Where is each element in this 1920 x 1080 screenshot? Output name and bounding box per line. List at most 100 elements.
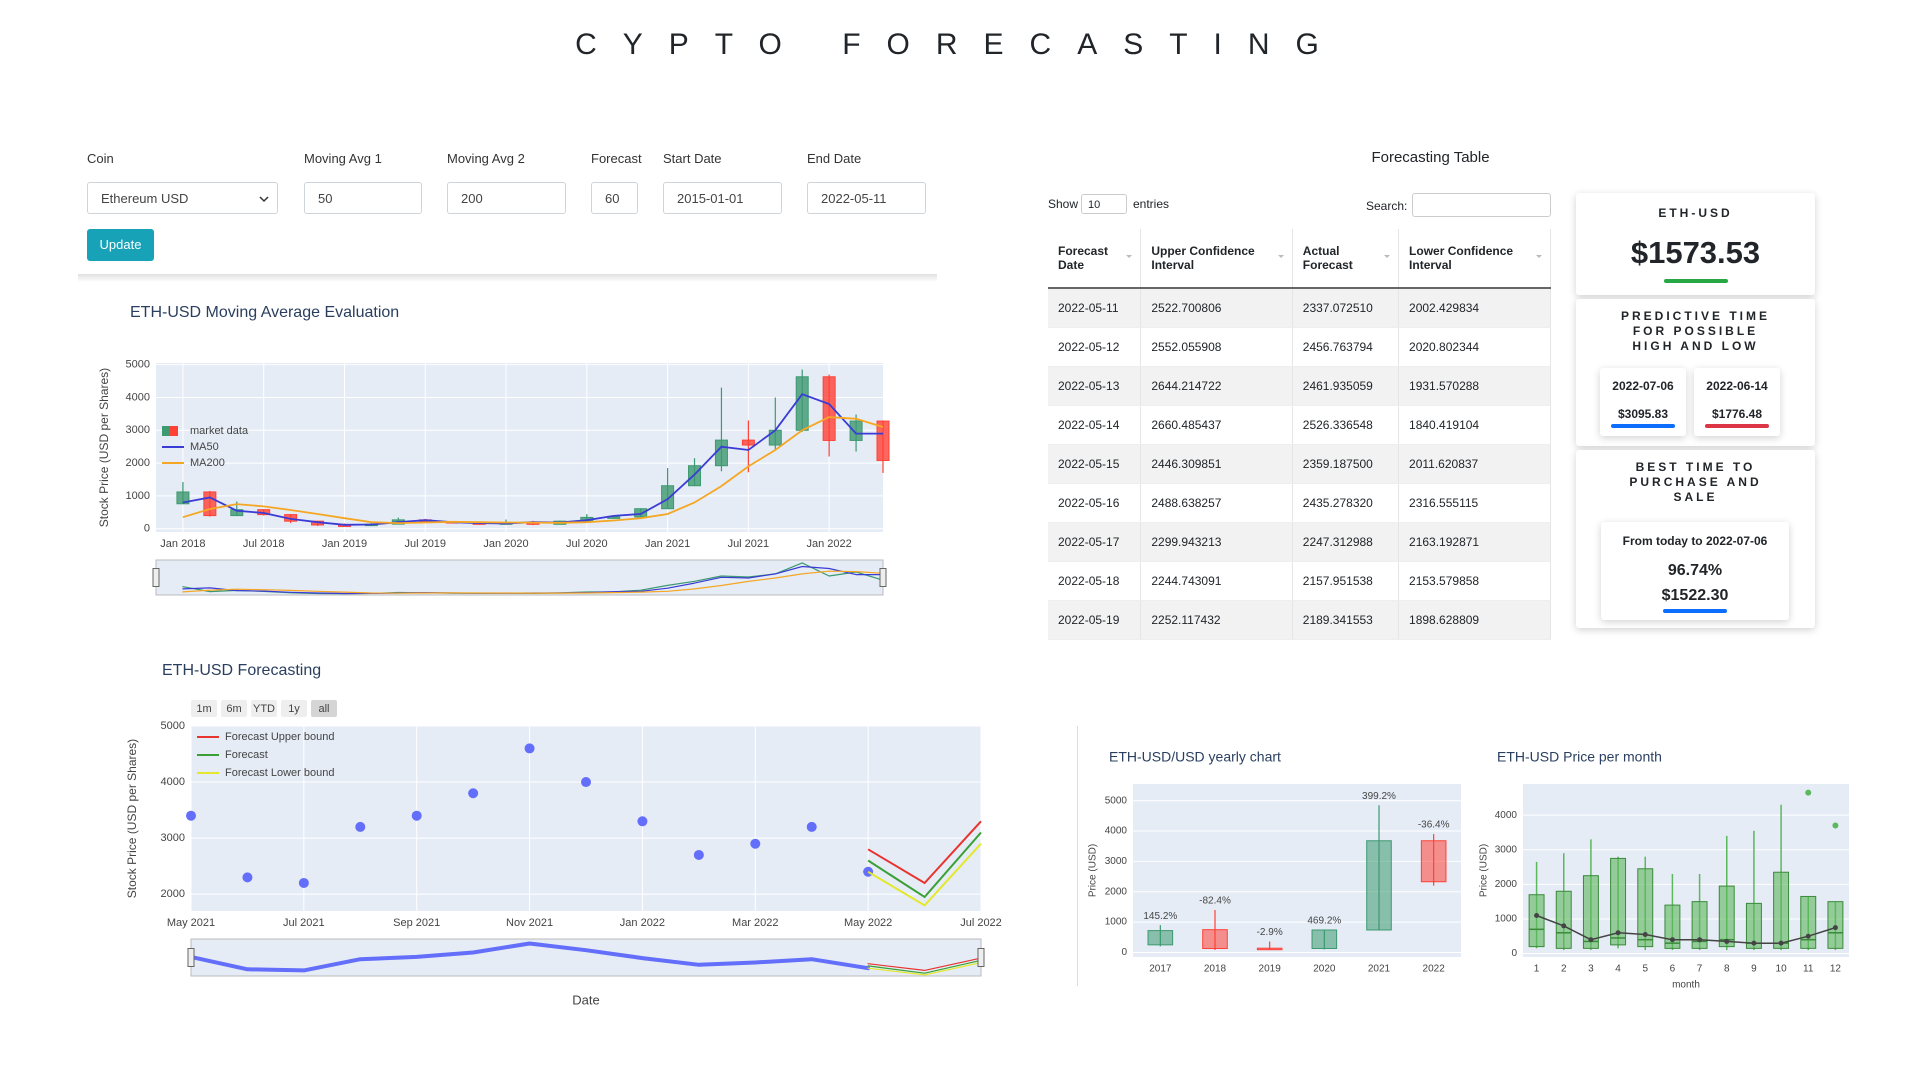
table-cell: 2299.943213 xyxy=(1140,522,1293,562)
legend-swatch xyxy=(170,426,178,436)
card-title: BEST TIME TO PURCHASE AND SALE xyxy=(1629,460,1762,504)
table-row: 2022-05-11 2522.700806 2337.072510 2002.429… xyxy=(1048,288,1551,328)
range-slider[interactable] xyxy=(190,938,982,977)
outlier xyxy=(1832,822,1839,829)
table-row: 2022-05-13 2644.214722 2461.935059 1931.570… xyxy=(1048,366,1551,406)
range-button[interactable] xyxy=(311,700,337,717)
x-tick-label: 8 xyxy=(1724,964,1730,975)
range-button-label[interactable]: 6m xyxy=(226,703,241,715)
table-cell: 2022-05-12 xyxy=(1048,327,1142,367)
range-button[interactable] xyxy=(251,700,277,717)
plot-background xyxy=(191,726,981,911)
text-input[interactable]: 60 xyxy=(591,182,638,214)
range-button-label[interactable]: all xyxy=(318,703,329,715)
field-label: End Date xyxy=(807,151,862,166)
date: 2022-07-06 xyxy=(1612,379,1674,393)
table-cell: 2022-05-13 xyxy=(1048,366,1142,406)
search-input[interactable] xyxy=(1412,193,1551,217)
y-tick-label: 4000 xyxy=(126,391,150,403)
y-axis-label: Stock Price (USD per Shares) xyxy=(97,368,111,527)
plot-background xyxy=(1523,784,1849,957)
slider-handle[interactable] xyxy=(187,948,195,967)
candle-body xyxy=(795,376,809,431)
table-cell: 2022-05-19 xyxy=(1048,600,1142,640)
candle-body xyxy=(203,491,217,517)
show-label: Show xyxy=(1048,197,1079,211)
candle-body xyxy=(1256,947,1283,951)
slider-handle[interactable] xyxy=(977,948,985,967)
forecast-line xyxy=(867,820,982,885)
slider-handle[interactable] xyxy=(152,568,160,587)
box xyxy=(1610,857,1627,946)
table-row: 2022-05-14 2660.485437 2526.336548 1840.419… xyxy=(1048,405,1551,445)
data-point xyxy=(468,788,479,799)
mean-point xyxy=(1805,933,1811,939)
table-cell: 2247.312988 xyxy=(1292,522,1400,562)
slider-line xyxy=(189,941,871,973)
legend-label: Forecast Upper bound xyxy=(225,731,334,743)
accent-bar xyxy=(1663,609,1727,613)
range-button-label[interactable]: 1y xyxy=(288,703,300,715)
annotation: 469.2% xyxy=(1307,915,1341,926)
y-tick-label: 0 xyxy=(144,523,150,535)
table-cell: 2002.429834 xyxy=(1398,288,1551,328)
x-tick-label: 2022 xyxy=(1423,964,1446,975)
search-label: Search: xyxy=(1366,199,1408,213)
y-tick-label: 1000 xyxy=(1105,917,1128,928)
data-point xyxy=(411,810,422,821)
range-button[interactable] xyxy=(281,700,307,717)
y-axis-label: Price (USD) xyxy=(1479,844,1490,897)
field-value: 60 xyxy=(605,191,620,206)
slider-handle[interactable] xyxy=(879,568,887,587)
date-input[interactable]: 2022-05-11 xyxy=(807,182,926,214)
data-point xyxy=(693,849,704,860)
x-tick-label: Jul 2019 xyxy=(404,538,446,550)
period: From today to 2022-07-06 xyxy=(1622,534,1768,548)
y-tick-label: 3000 xyxy=(161,832,185,844)
legend-label: MA50 xyxy=(190,441,219,453)
update-button[interactable]: Update xyxy=(87,229,154,261)
x-tick-label: 2020 xyxy=(1313,964,1336,975)
table-cell: 1931.570288 xyxy=(1398,366,1551,406)
forecast-table: Forecast Date Upper Confidence Interval Ac… xyxy=(1048,229,1551,640)
range-button[interactable] xyxy=(191,700,217,717)
price: $1776.48 xyxy=(1711,407,1763,421)
table-cell: 2488.638257 xyxy=(1140,483,1293,523)
y-axis-label: Stock Price (USD per Shares) xyxy=(125,739,139,898)
annotation: -36.4% xyxy=(1418,820,1450,831)
text-input[interactable]: 50 xyxy=(304,182,422,214)
text-input[interactable]: 200 xyxy=(447,182,566,214)
y-tick-label: 3000 xyxy=(1105,856,1128,867)
range-button-label[interactable]: 1m xyxy=(196,703,211,715)
x-tick-label: 1 xyxy=(1534,964,1540,975)
table-cell: 2552.055908 xyxy=(1140,327,1293,367)
table-cell: 2020.802344 xyxy=(1398,327,1551,367)
range-button-label[interactable]: YTD xyxy=(253,703,275,715)
page-size: 10 xyxy=(1088,199,1101,211)
y-tick-label: 3000 xyxy=(126,424,150,436)
annotation: 399.2% xyxy=(1362,791,1396,802)
field-value: 50 xyxy=(318,191,333,206)
box xyxy=(1800,895,1817,949)
range-button[interactable] xyxy=(221,700,247,717)
mean-point xyxy=(1697,937,1703,943)
x-tick-label: Nov 2021 xyxy=(506,917,553,929)
table-cell: 2526.336548 xyxy=(1292,405,1400,445)
box xyxy=(1773,871,1790,949)
date-input[interactable]: 2015-01-01 xyxy=(663,182,782,214)
high-subcard: 2022-07-06 $3095.83 xyxy=(1600,368,1686,436)
page-size-select[interactable]: 10 xyxy=(1081,194,1127,214)
data-point xyxy=(637,816,648,827)
chart-title: ETH-USD Forecasting xyxy=(162,662,321,679)
table-cell: 1898.628809 xyxy=(1398,600,1551,640)
y-tick-label: 2000 xyxy=(161,888,185,900)
mean-line xyxy=(1536,914,1836,944)
y-tick-label: 2000 xyxy=(1105,886,1128,897)
x-tick-label: Jul 2022 xyxy=(960,917,1002,929)
box xyxy=(1555,890,1572,949)
plot-background xyxy=(156,363,883,532)
legend-label: MA200 xyxy=(190,457,225,469)
coin-select[interactable]: Ethereum USD xyxy=(87,182,278,214)
slider-line xyxy=(867,961,982,976)
